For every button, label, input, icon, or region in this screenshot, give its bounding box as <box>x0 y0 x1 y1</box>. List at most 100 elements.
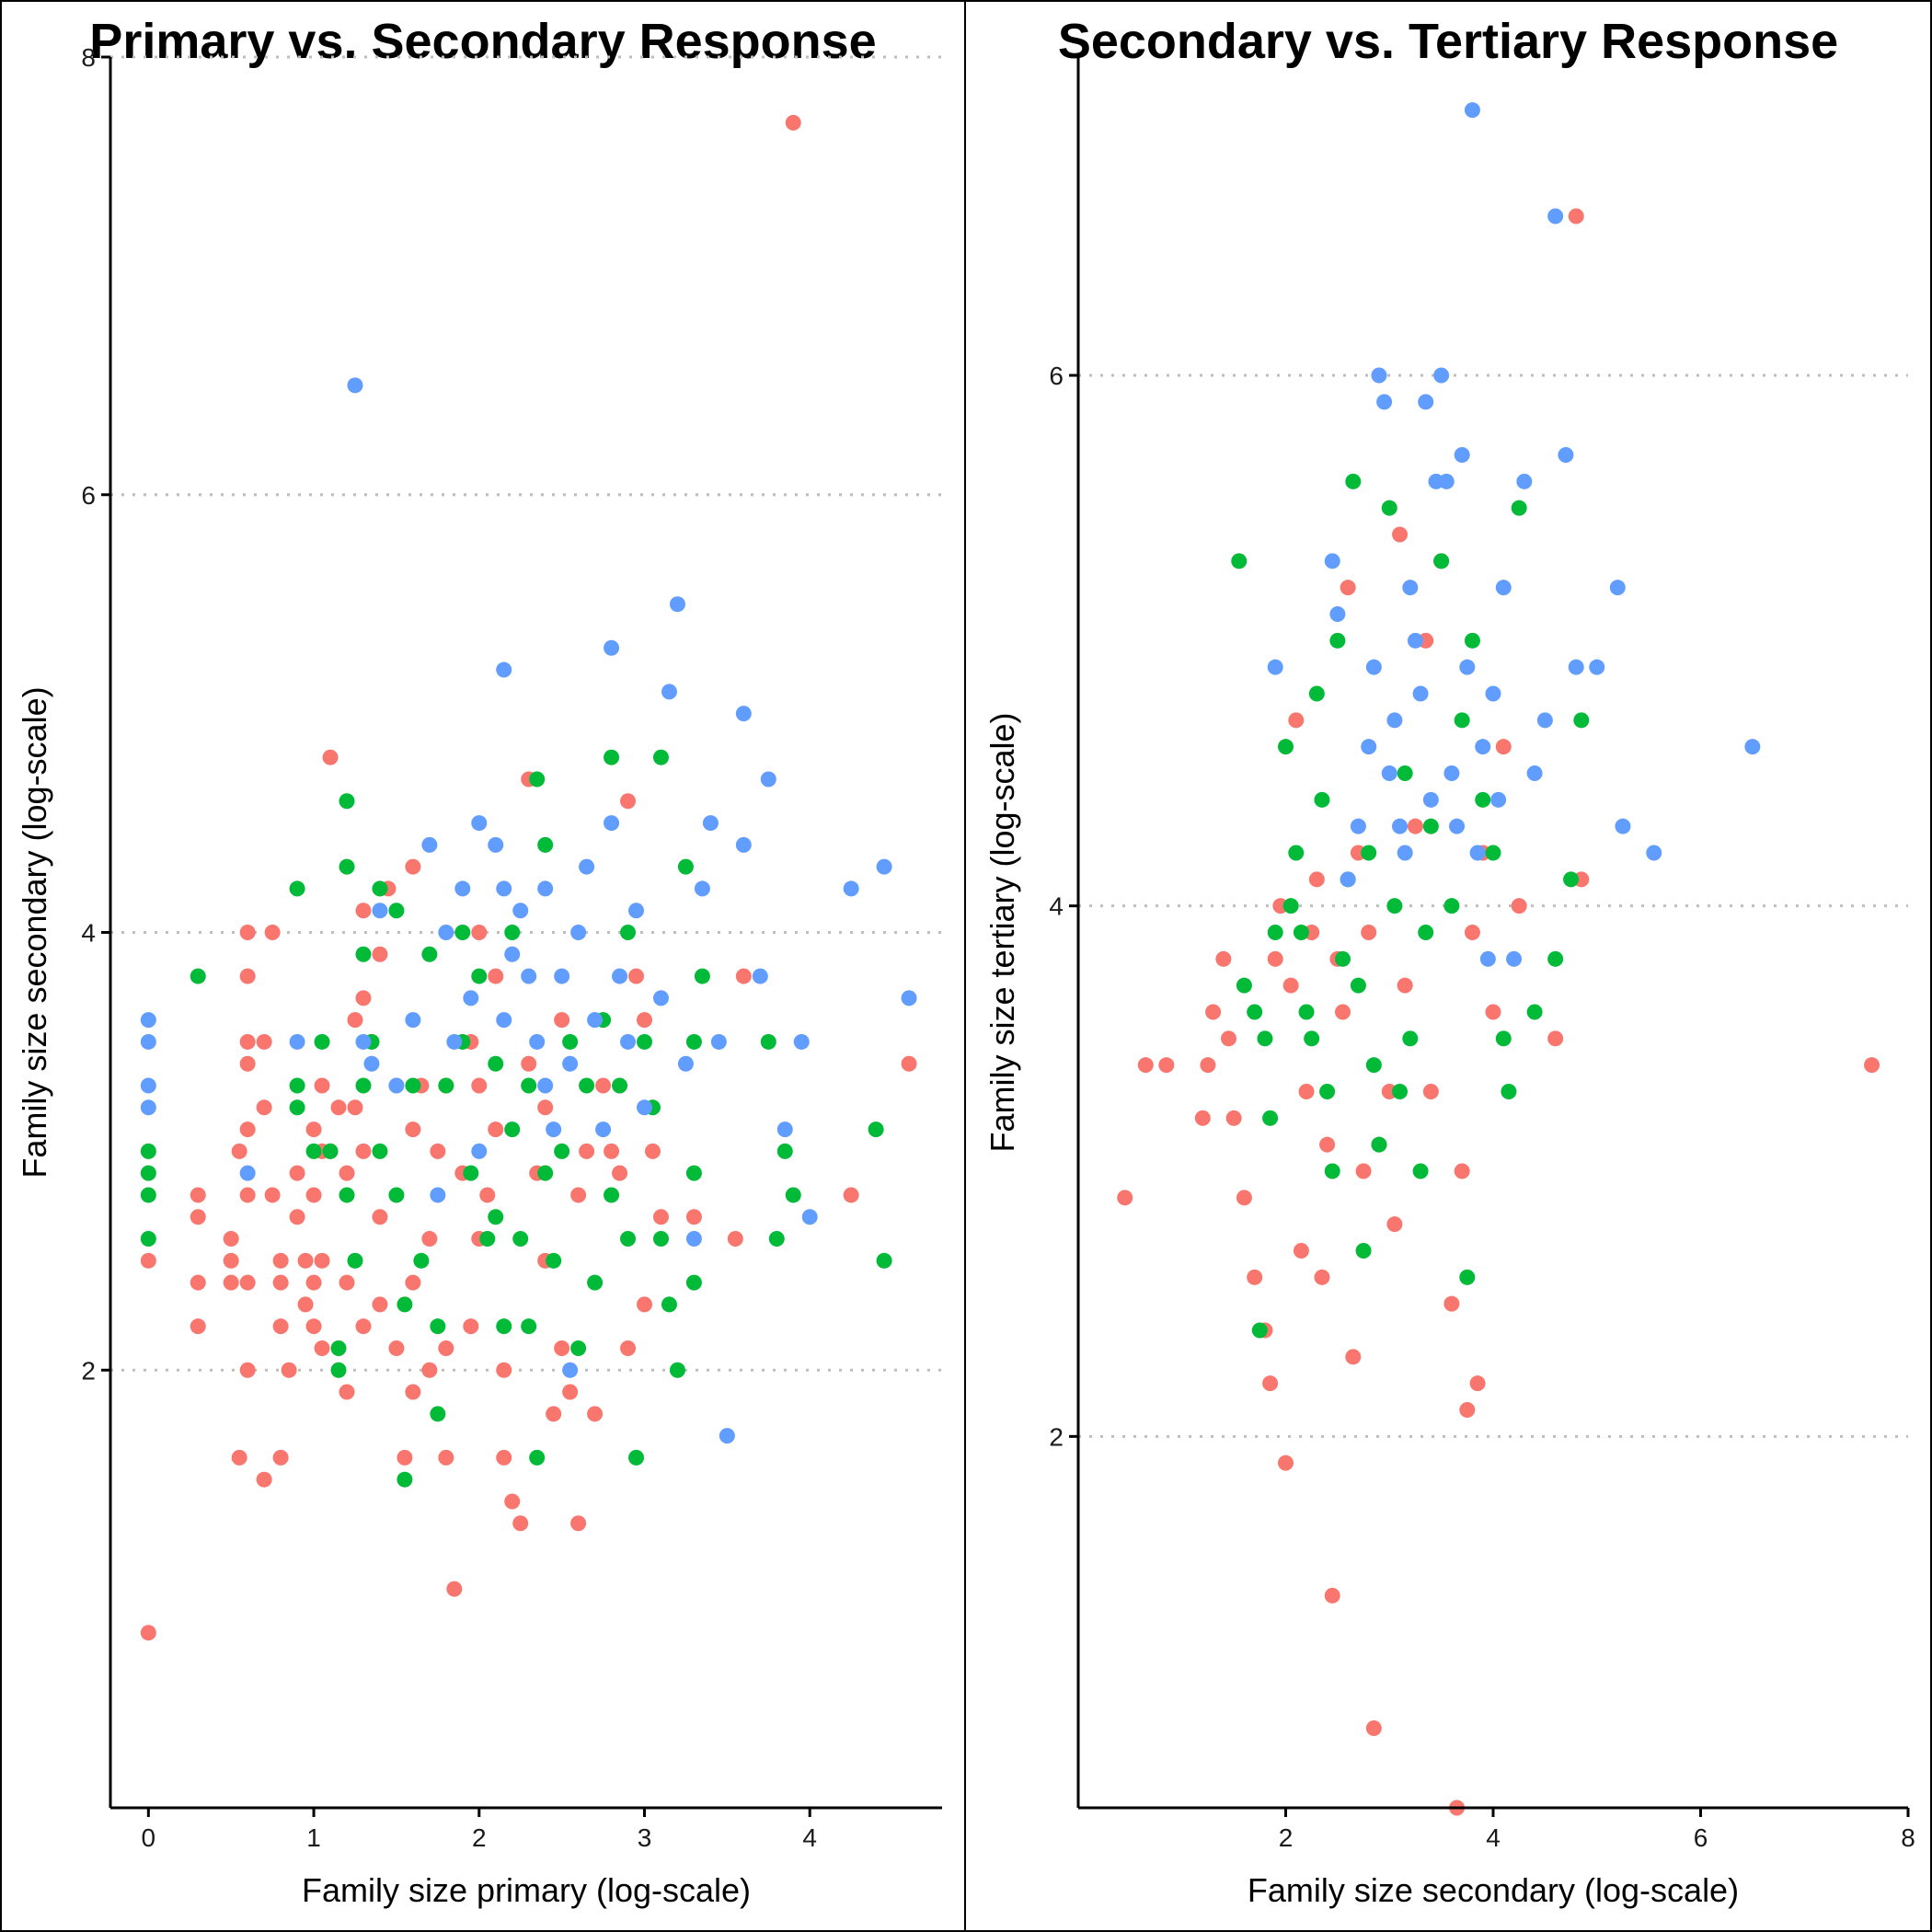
data-point <box>1475 791 1491 808</box>
data-point <box>727 1231 743 1248</box>
data-point <box>1490 791 1507 808</box>
data-point <box>1251 1322 1268 1339</box>
x-tick-label: 6 <box>1694 1823 1708 1852</box>
y-tick-label: 4 <box>1049 892 1064 921</box>
data-point <box>504 946 521 962</box>
data-point <box>669 1362 685 1378</box>
data-point <box>256 1099 272 1116</box>
data-point <box>1137 1057 1154 1074</box>
data-point <box>1475 739 1491 755</box>
data-point <box>1397 765 1413 781</box>
data-point <box>554 1012 570 1029</box>
data-point <box>421 1362 438 1378</box>
data-point <box>1433 553 1450 569</box>
data-point <box>1469 845 1486 861</box>
data-point <box>339 1187 355 1203</box>
data-point <box>305 1143 322 1159</box>
data-point <box>1361 845 1377 861</box>
data-point <box>430 1187 446 1203</box>
data-point <box>1609 580 1626 596</box>
data-point <box>190 1274 206 1291</box>
data-point <box>355 1143 372 1159</box>
data-point <box>421 1231 438 1248</box>
data-point <box>140 1187 156 1203</box>
data-point <box>537 836 554 853</box>
data-point <box>1247 1004 1263 1020</box>
data-point <box>1443 898 1460 914</box>
data-point <box>347 377 363 394</box>
data-point <box>843 880 859 897</box>
data-point <box>1314 1269 1330 1285</box>
data-point <box>1433 367 1450 384</box>
x-axis-title: Family size secondary (log-scale) <box>1248 1871 1739 1909</box>
data-point <box>1407 632 1423 649</box>
data-point <box>1422 1084 1439 1099</box>
data-point <box>1308 871 1325 888</box>
data-point <box>1422 791 1439 808</box>
data-point <box>223 1274 239 1291</box>
data-point <box>1547 208 1564 224</box>
data-point <box>405 1274 421 1291</box>
data-point <box>1568 208 1584 224</box>
data-point <box>430 1318 446 1335</box>
data-point <box>1536 712 1553 729</box>
data-point <box>1200 1057 1216 1074</box>
data-point <box>1215 950 1232 967</box>
data-point <box>537 1099 554 1116</box>
data-point <box>496 880 512 897</box>
data-point <box>1262 1375 1279 1392</box>
data-point <box>710 1033 727 1050</box>
y-tick-label: 6 <box>81 481 96 510</box>
data-point <box>239 968 256 984</box>
data-point <box>1386 712 1403 729</box>
data-point <box>231 1143 247 1159</box>
data-point <box>570 1187 587 1203</box>
data-point <box>843 1187 859 1203</box>
data-point <box>1646 845 1662 861</box>
data-point <box>272 1274 289 1291</box>
data-point <box>1267 950 1283 967</box>
data-point <box>1381 500 1397 516</box>
x-tick-label: 8 <box>1901 1823 1915 1852</box>
data-point <box>562 1362 579 1378</box>
data-point <box>314 1340 330 1356</box>
data-point <box>140 1625 156 1641</box>
data-point <box>579 858 595 875</box>
data-point <box>405 1077 421 1094</box>
data-point <box>1308 685 1325 702</box>
data-point <box>776 1143 793 1159</box>
data-point <box>760 1033 776 1050</box>
data-point <box>140 1143 156 1159</box>
data-point <box>190 1209 206 1225</box>
data-point <box>347 1012 363 1029</box>
data-point <box>1397 845 1413 861</box>
data-point <box>546 1121 562 1138</box>
data-point <box>405 1121 421 1138</box>
data-point <box>471 1077 488 1094</box>
data-point <box>521 1055 537 1072</box>
data-point <box>421 836 438 853</box>
data-point <box>595 1077 612 1094</box>
data-point <box>570 925 587 940</box>
data-point <box>405 1384 421 1400</box>
data-point <box>1345 1349 1362 1365</box>
data-point <box>463 1318 479 1335</box>
data-point <box>1340 871 1356 888</box>
data-point <box>1418 394 1434 410</box>
data-point <box>529 771 546 788</box>
data-point <box>305 1318 322 1335</box>
data-point <box>446 1033 463 1050</box>
data-point <box>1262 1110 1279 1126</box>
data-point <box>570 1340 587 1356</box>
data-point <box>685 1231 702 1248</box>
data-point <box>1220 1030 1236 1047</box>
data-point <box>1355 1243 1372 1259</box>
data-point <box>587 1274 604 1291</box>
data-point <box>305 1187 322 1203</box>
data-point <box>1479 950 1496 967</box>
data-point <box>239 1055 256 1072</box>
data-point <box>1267 925 1283 940</box>
data-point <box>652 990 669 1006</box>
data-point <box>612 1077 628 1094</box>
data-point <box>297 1252 314 1269</box>
